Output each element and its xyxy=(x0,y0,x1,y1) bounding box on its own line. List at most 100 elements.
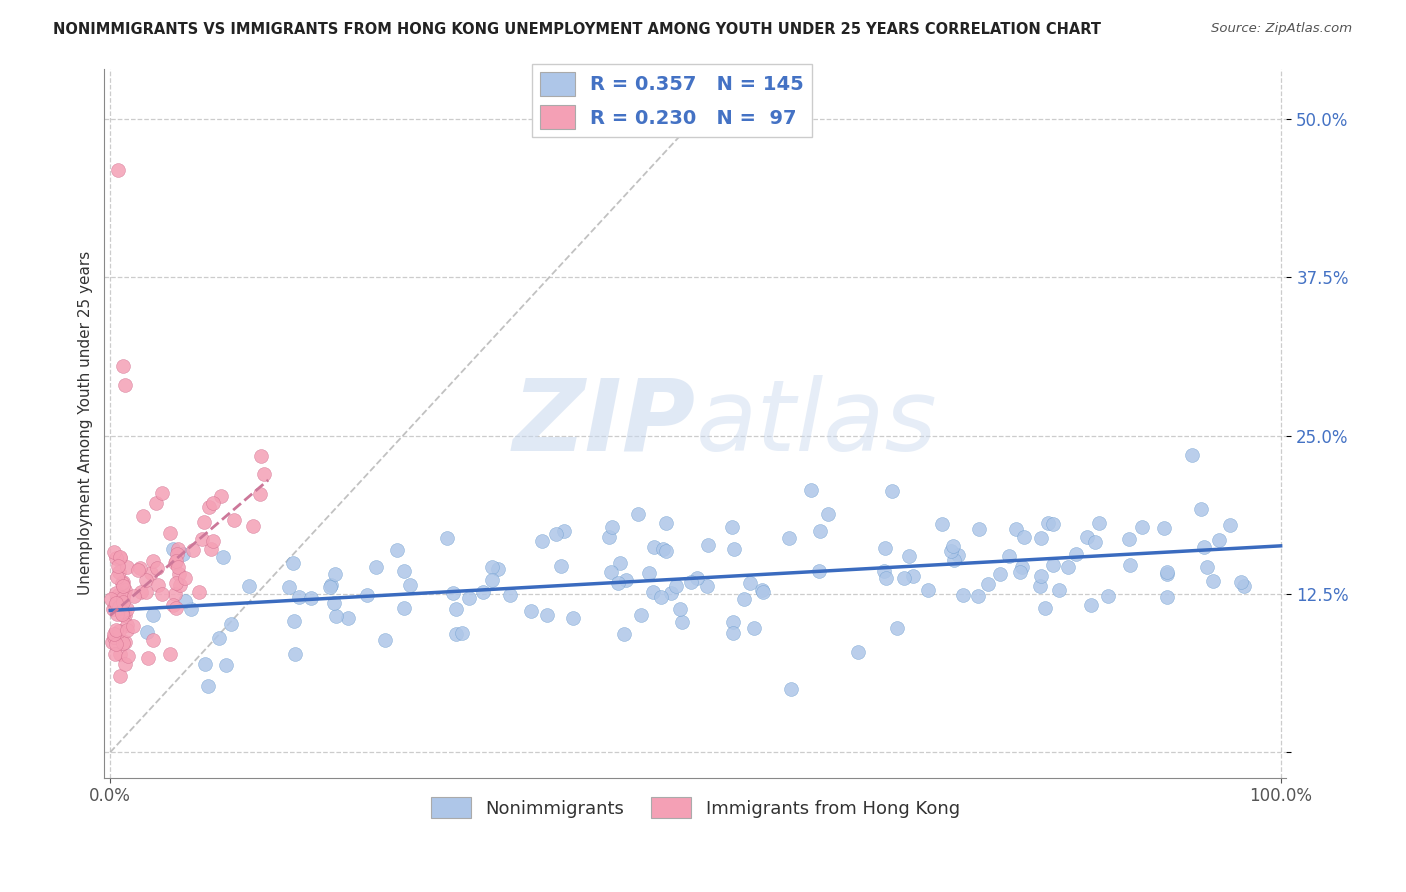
Point xyxy=(169,578,191,592)
Point xyxy=(104,637,127,651)
Point xyxy=(325,566,347,581)
Point xyxy=(1029,568,1052,582)
Point xyxy=(112,595,135,609)
Point xyxy=(103,630,125,644)
Point xyxy=(398,578,420,592)
Point xyxy=(917,582,939,597)
Point xyxy=(948,548,970,562)
Point xyxy=(108,601,131,615)
Point xyxy=(886,621,908,635)
Y-axis label: Unemployment Among Youth under 25 years: Unemployment Among Youth under 25 years xyxy=(79,251,93,595)
Point xyxy=(1087,516,1109,530)
Point xyxy=(191,532,214,546)
Point xyxy=(643,540,665,554)
Point xyxy=(122,619,145,633)
Point xyxy=(486,561,509,575)
Point xyxy=(1192,540,1215,554)
Point xyxy=(873,564,896,578)
Point xyxy=(697,538,720,552)
Point xyxy=(1189,502,1212,516)
Point xyxy=(1230,574,1253,589)
Point xyxy=(481,573,503,587)
Point xyxy=(112,591,135,606)
Point xyxy=(1076,530,1098,544)
Point xyxy=(1080,598,1102,612)
Point xyxy=(550,558,572,573)
Point xyxy=(654,516,676,530)
Point xyxy=(752,585,775,599)
Point xyxy=(188,584,211,599)
Point xyxy=(374,632,396,647)
Point xyxy=(530,533,553,548)
Point xyxy=(1208,533,1230,548)
Point xyxy=(162,542,184,557)
Point xyxy=(562,611,585,625)
Point xyxy=(337,611,360,625)
Point xyxy=(115,602,138,616)
Point xyxy=(444,627,467,641)
Point xyxy=(117,560,139,574)
Point xyxy=(135,584,157,599)
Point xyxy=(1156,590,1178,604)
Point xyxy=(100,591,122,606)
Point xyxy=(169,567,191,582)
Point xyxy=(742,621,765,635)
Point xyxy=(111,576,134,591)
Point xyxy=(197,500,219,515)
Point xyxy=(114,635,136,649)
Point xyxy=(111,604,134,618)
Point xyxy=(600,520,623,534)
Point xyxy=(104,599,127,613)
Point xyxy=(105,570,128,584)
Point xyxy=(1233,578,1256,592)
Point xyxy=(780,681,803,696)
Point xyxy=(104,551,127,566)
Point xyxy=(606,575,628,590)
Point xyxy=(127,562,149,576)
Point xyxy=(112,575,135,590)
Point xyxy=(202,533,225,548)
Point xyxy=(108,549,131,564)
Point xyxy=(108,565,131,579)
Point xyxy=(846,645,869,659)
Point xyxy=(122,589,145,603)
Point xyxy=(105,591,128,606)
Point xyxy=(165,554,187,568)
Point xyxy=(1119,558,1142,573)
Point xyxy=(1181,448,1204,462)
Point xyxy=(163,587,186,601)
Point xyxy=(105,624,128,638)
Point xyxy=(114,583,136,598)
Point xyxy=(723,615,745,629)
Point xyxy=(163,556,186,570)
Point xyxy=(146,578,169,592)
Point xyxy=(499,588,522,602)
Point xyxy=(733,591,755,606)
Text: Source: ZipAtlas.com: Source: ZipAtlas.com xyxy=(1212,22,1353,36)
Point xyxy=(101,602,124,616)
Point xyxy=(108,647,131,661)
Point xyxy=(146,561,169,575)
Point xyxy=(103,627,125,641)
Point xyxy=(1042,516,1064,531)
Point xyxy=(637,566,659,580)
Point xyxy=(553,524,575,538)
Point xyxy=(299,591,322,605)
Point xyxy=(139,566,162,581)
Point xyxy=(222,513,245,527)
Point xyxy=(882,484,904,499)
Point xyxy=(897,549,920,563)
Point xyxy=(723,542,745,557)
Point xyxy=(325,608,347,623)
Point xyxy=(651,541,673,556)
Point xyxy=(181,543,204,558)
Point xyxy=(1029,579,1052,593)
Point xyxy=(136,625,159,640)
Point xyxy=(281,556,304,570)
Point xyxy=(166,542,188,557)
Point xyxy=(740,575,762,590)
Point xyxy=(671,615,693,629)
Point xyxy=(967,522,990,536)
Point xyxy=(110,669,132,683)
Point xyxy=(1156,565,1178,579)
